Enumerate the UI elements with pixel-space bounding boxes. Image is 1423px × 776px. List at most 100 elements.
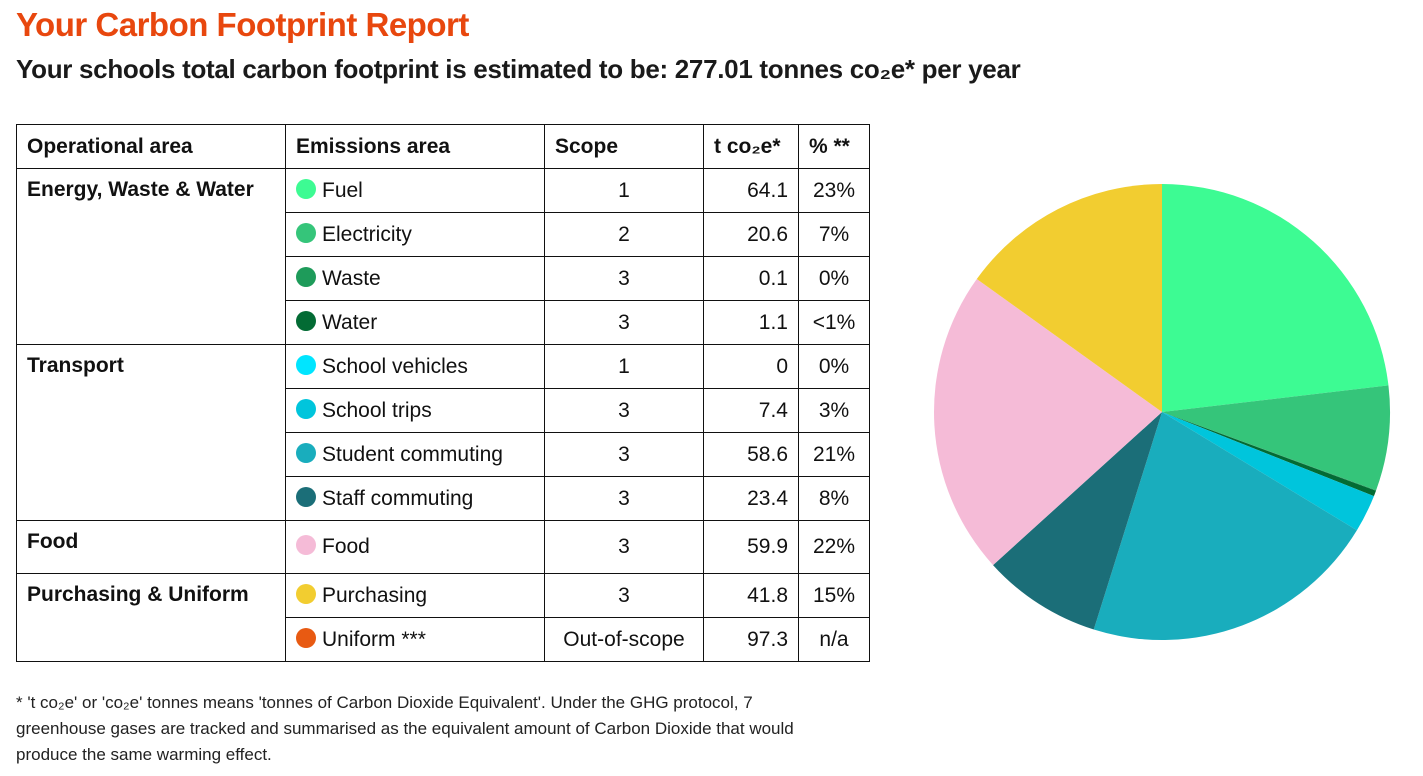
table-row: Food Food 3 59.9 22%	[16, 520, 870, 574]
emissions-area-cell: Uniform ***	[285, 617, 545, 662]
emissions-pie-chart	[934, 184, 1390, 640]
legend-dot-icon	[296, 535, 316, 555]
emissions-area-label: Water	[322, 310, 378, 334]
tonnes-cell: 41.8	[703, 573, 799, 618]
legend-dot-icon	[296, 222, 316, 243]
tonnes-cell: 0	[703, 344, 799, 389]
scope-cell: 3	[544, 388, 704, 433]
scope-cell: 3	[544, 432, 704, 477]
percent-cell: 3%	[798, 388, 870, 433]
table-row: Waste 3 0.1 0%	[17, 256, 870, 301]
emissions-area-cell: Water	[285, 300, 545, 345]
tonnes-cell: 0.1	[703, 256, 799, 301]
scope-cell: 3	[544, 573, 704, 618]
scope-cell: 3	[544, 476, 704, 521]
legend-dot-icon	[296, 354, 316, 375]
header-emissions-area: Emissions area	[285, 124, 545, 169]
percent-cell: 22%	[798, 520, 870, 574]
tonnes-cell: 20.6	[703, 212, 799, 257]
emissions-area-cell: Purchasing	[285, 573, 545, 618]
pie-slice-fuel	[1162, 184, 1389, 412]
emissions-area-label: School vehicles	[322, 354, 468, 378]
pie-slice-water	[1162, 412, 1376, 497]
legend-dot-icon	[296, 583, 316, 604]
operational-area-cell: Energy, Waste & Water	[16, 168, 286, 345]
legend-dot-icon	[296, 398, 316, 419]
total-footprint-summary: Your schools total carbon footprint is e…	[16, 54, 1021, 84]
pie-slice-school-trips	[1162, 412, 1374, 531]
emissions-area-label: Uniform ***	[322, 627, 426, 651]
table-row: Transport School vehicles 1 0 0%	[16, 344, 870, 521]
percent-cell: 8%	[798, 476, 870, 521]
scope-cell: 3	[544, 300, 704, 345]
table-row: Staff commuting 3 23.4 8%	[17, 476, 870, 521]
operational-area-cell: Food	[16, 520, 286, 574]
legend-dot-icon	[296, 266, 316, 287]
emissions-area-cell: Fuel	[285, 168, 545, 213]
percent-cell: 15%	[798, 573, 870, 618]
tonnes-cell: 1.1	[703, 300, 799, 345]
tonnes-cell: 64.1	[703, 168, 799, 213]
report-title: Your Carbon Footprint Report	[16, 6, 469, 43]
table-row: Uniform *** Out-of-scope 97.3 n/a	[17, 617, 870, 662]
percent-cell: 0%	[798, 256, 870, 301]
tonnes-cell: 58.6	[703, 432, 799, 477]
table-row: Purchasing & Uniform Purchasing 3 41.8 15%	[16, 573, 870, 662]
percent-cell: <1%	[798, 300, 870, 345]
tonnes-cell: 23.4	[703, 476, 799, 521]
emissions-area-cell: Food	[285, 520, 545, 574]
legend-dot-icon	[296, 178, 316, 199]
scope-cell: Out-of-scope	[544, 617, 704, 662]
emissions-area-label: Food	[322, 535, 370, 558]
emissions-area-label: Student commuting	[322, 442, 503, 466]
header-scope: Scope	[544, 124, 704, 169]
table-row: Electricity 2 20.6 7%	[17, 212, 870, 257]
percent-cell: n/a	[798, 617, 870, 662]
scope-cell: 1	[544, 344, 704, 389]
scope-cell: 3	[544, 256, 704, 301]
pie-slice-student-commuting	[1093, 412, 1357, 640]
footnote: * 't co₂e' or 'co₂e' tonnes means 'tonne…	[16, 693, 794, 764]
scope-cell: 1	[544, 168, 704, 213]
table-row: School trips 3 7.4 3%	[17, 388, 870, 433]
header-percent: % **	[798, 124, 870, 169]
table-row: Student commuting 3 58.6 21%	[17, 432, 870, 477]
emissions-table: Operational area Emissions area Scope t …	[16, 124, 870, 662]
emissions-area-label: Waste	[322, 266, 381, 290]
table-header-row: Operational area Emissions area Scope t …	[16, 124, 870, 169]
percent-cell: 0%	[798, 344, 870, 389]
header-tonnes: t co₂e*	[703, 124, 799, 169]
percent-cell: 23%	[798, 168, 870, 213]
header-operational-area: Operational area	[16, 124, 286, 169]
emissions-area-label: Fuel	[322, 178, 363, 202]
legend-dot-icon	[296, 442, 316, 463]
emissions-area-cell: Student commuting	[285, 432, 545, 477]
emissions-area-cell: Waste	[285, 256, 545, 301]
scope-cell: 2	[544, 212, 704, 257]
operational-area-cell: Transport	[16, 344, 286, 521]
pie-slice-purchasing	[976, 184, 1162, 412]
legend-dot-icon	[296, 627, 316, 648]
pie-slice-electricity	[1162, 385, 1390, 491]
emissions-area-label: School trips	[322, 398, 432, 422]
legend-dot-icon	[296, 486, 316, 507]
emissions-area-label: Purchasing	[322, 583, 428, 607]
emissions-area-label: Electricity	[322, 222, 412, 246]
emissions-area-label: Staff commuting	[322, 486, 474, 510]
emissions-area-cell: Electricity	[285, 212, 545, 257]
percent-cell: 21%	[798, 432, 870, 477]
table-row: Water 3 1.1 <1%	[17, 300, 870, 345]
emissions-area-cell: School vehicles	[285, 344, 545, 389]
pie-slice-staff-commuting	[993, 412, 1162, 630]
tonnes-cell: 97.3	[703, 617, 799, 662]
operational-area-cell: Purchasing & Uniform	[16, 573, 286, 662]
pie-slice-waste	[1162, 412, 1377, 491]
tonnes-cell: 7.4	[703, 388, 799, 433]
percent-cell: 7%	[798, 212, 870, 257]
tonnes-cell: 59.9	[703, 520, 799, 574]
emissions-area-cell: School trips	[285, 388, 545, 433]
table-row: Energy, Waste & Water Fuel 1 64.1 23%	[16, 168, 870, 345]
scope-cell: 3	[544, 520, 704, 574]
legend-dot-icon	[296, 310, 316, 331]
pie-slice-food	[934, 279, 1162, 566]
